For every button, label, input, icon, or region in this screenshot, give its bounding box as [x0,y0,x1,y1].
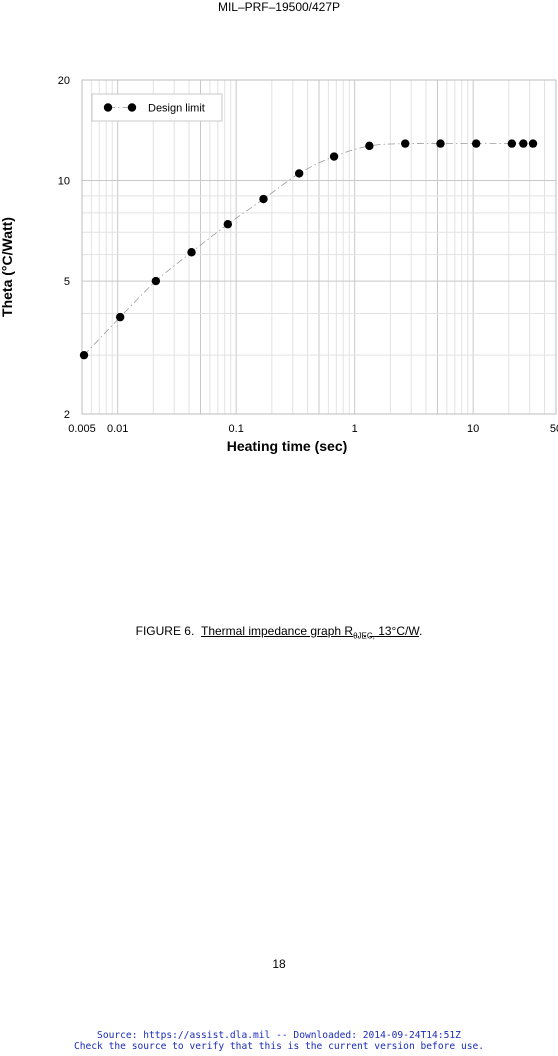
data-point [115,312,125,322]
y-tick-label: 10 [58,176,70,188]
data-point [294,169,304,178]
figure-title-subscript: θJEC, [353,631,375,641]
data-point [519,139,528,148]
y-tick-label: 20 [58,75,70,87]
footer-line-source: Source: https://assist.dla.mil -- Downlo… [97,1030,461,1041]
figure-number: FIGURE 6. [135,624,201,638]
data-point [151,276,161,286]
legend-marker [127,103,137,112]
plot-border [81,79,557,415]
data-point [528,139,538,148]
figure-title-text: Thermal impedance graph R [200,624,354,638]
data-point [79,350,89,360]
page-number: 18 [272,957,286,971]
data-point [223,220,233,229]
data-point [329,152,339,161]
figure-caption: FIGURE 6. Thermal impedance graph RθJEC,… [0,623,558,644]
document-id-header: MIL–PRF–19500/427P [217,0,341,14]
data-point [365,141,374,151]
x-tick-label: 0.1 [229,423,244,435]
legend-label: Design limit [148,103,205,115]
data-point [259,194,268,204]
data-point [401,139,410,148]
x-tick-label: 10 [467,423,479,435]
x-tick-label: 1 [352,423,358,435]
x-axis-label: Heating time (sec) [227,438,348,454]
data-point [187,248,196,257]
figure-title-value: 13°C/W [374,624,420,638]
figure-caption-period: . [419,624,423,638]
x-tick-label: 0.01 [107,423,128,435]
legend-marker [103,103,113,112]
figure-title: Thermal impedance graph RθJEC, 13°C/W [200,624,420,641]
y-axis-label: Theta (°C/Watt) [0,217,15,317]
y-tick-label: 5 [64,276,70,288]
data-point [436,139,445,148]
thermal-impedance-chart: 0.005 0.01 0.1 1 10 50 2 5 10 20 Heating time (sec… [0,75,558,454]
data-point [507,139,517,148]
x-tick-label: 50 [550,423,558,435]
data-point [471,139,481,148]
footer-line-verify: Check the source to verify that this is … [73,1041,485,1052]
source-footer: Source: https://assist.dla.mil -- Downlo… [0,1030,558,1052]
x-tick-label: 0.005 [68,423,96,435]
y-tick-label: 2 [64,409,70,421]
